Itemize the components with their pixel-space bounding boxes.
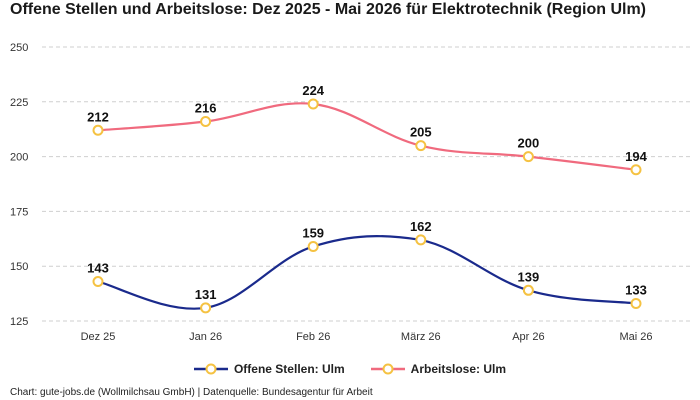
series-line-1 (97, 102, 637, 171)
data-point[interactable] (200, 302, 212, 314)
data-point[interactable] (307, 240, 319, 252)
x-tick-label: Feb 26 (296, 331, 330, 343)
legend-item-offene-stellen[interactable]: Offene Stellen: Ulm (193, 362, 345, 376)
data-label: 194 (625, 149, 647, 164)
series-line-0 (97, 235, 637, 310)
legend-label-offene-stellen: Offene Stellen: Ulm (233, 362, 345, 376)
y-tick-label: 125 (10, 316, 28, 328)
data-label: 212 (87, 109, 109, 124)
data-label: 205 (410, 125, 432, 140)
y-tick-label: 175 (10, 206, 28, 218)
data-labels: 143 131 159 162 139 133 212 216 224 205 200 194 (87, 83, 647, 302)
data-point[interactable] (522, 284, 534, 296)
source-footer: Chart: gute-jobs.de (Wollmilchsau GmbH) … (10, 387, 373, 398)
legend-swatch-offene-stellen (193, 363, 228, 375)
data-point[interactable] (415, 140, 427, 152)
series-lines (97, 102, 637, 310)
data-points (92, 98, 642, 314)
data-label: 200 (518, 136, 540, 151)
data-label: 159 (302, 225, 324, 240)
data-point[interactable] (92, 124, 104, 136)
chart-title: Offene Stellen und Arbeitslose: Dez 2025… (10, 1, 646, 18)
y-tick-label: 200 (10, 152, 28, 164)
legend-swatch-arbeitslose (370, 363, 405, 375)
data-label: 224 (302, 83, 324, 98)
gridlines (42, 46, 692, 322)
legend-item-arbeitslose[interactable]: Arbeitslose: Ulm (370, 362, 507, 376)
legend: Offene Stellen: Ulm Arbeitslose: Ulm (0, 362, 700, 376)
data-point[interactable] (92, 276, 104, 288)
data-label: 139 (518, 269, 540, 284)
data-label: 216 (195, 101, 217, 116)
y-tick-label: 150 (10, 261, 28, 273)
x-axis: Dez 25 Jan 26 Feb 26 März 26 Apr 26 Mai 26 (81, 331, 653, 343)
y-axis: 125 150 175 200 225 250 (10, 42, 28, 328)
x-tick-label: Apr 26 (512, 331, 544, 343)
data-label: 133 (625, 282, 647, 297)
data-point[interactable] (522, 151, 534, 163)
x-tick-label: Jan 26 (189, 331, 222, 343)
x-tick-label: Mai 26 (619, 331, 652, 343)
x-tick-label: März 26 (401, 331, 441, 343)
y-tick-label: 250 (10, 42, 28, 54)
data-label: 162 (410, 219, 432, 234)
y-tick-label: 225 (10, 97, 28, 109)
data-point[interactable] (630, 297, 642, 309)
data-label: 131 (195, 287, 217, 302)
x-tick-label: Dez 25 (81, 331, 116, 343)
data-point[interactable] (630, 164, 642, 176)
data-point[interactable] (200, 116, 212, 128)
legend-label-arbeitslose: Arbeitslose: Ulm (410, 362, 507, 376)
data-point[interactable] (307, 98, 319, 110)
data-point[interactable] (415, 234, 427, 246)
data-label: 143 (87, 261, 109, 276)
